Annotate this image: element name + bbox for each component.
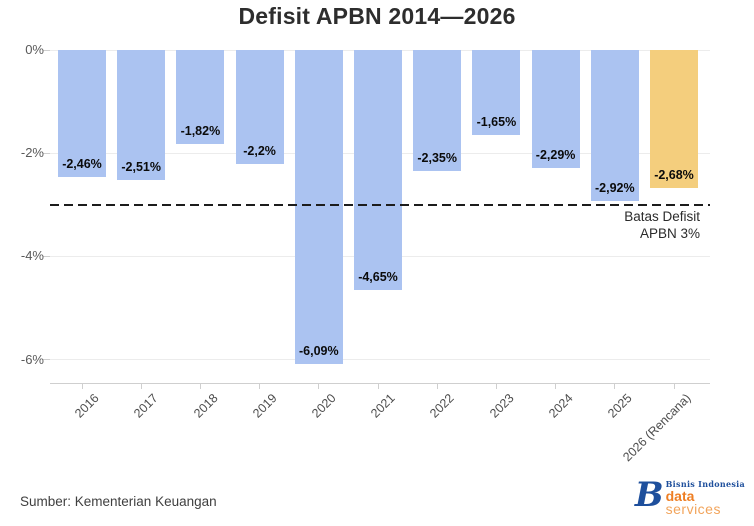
bar-value-label: -2,35% — [417, 151, 457, 166]
y-axis-tick — [43, 359, 50, 361]
x-axis-label: 2020 — [309, 391, 339, 421]
deficit-bar[interactable] — [354, 50, 402, 290]
x-axis-line — [50, 383, 710, 384]
deficit-bar[interactable] — [117, 50, 166, 180]
x-axis-tick — [81, 383, 83, 389]
x-axis-tick — [436, 383, 438, 389]
brand-monogram-icon: B — [634, 475, 664, 515]
chart-title: Defisit APBN 2014—2026 — [238, 3, 516, 29]
brand-name: Bisnis Indonesia — [665, 479, 745, 489]
y-gridline — [50, 359, 710, 361]
deficit-bar[interactable] — [294, 50, 343, 365]
x-axis-tick — [673, 383, 675, 389]
deficit-bar[interactable] — [176, 50, 225, 144]
x-axis-tick — [614, 383, 616, 389]
x-axis-tick — [259, 383, 261, 389]
deficit-bar[interactable] — [472, 50, 521, 136]
y-axis-tick — [43, 49, 50, 51]
bar-value-label: -2,46% — [62, 156, 102, 171]
deficit-bar[interactable] — [650, 50, 698, 189]
x-axis-tick — [555, 383, 557, 389]
bar-value-label: -2,2% — [243, 143, 276, 158]
deficit-bar[interactable] — [590, 50, 639, 201]
x-axis-tick — [140, 383, 142, 389]
x-axis-label: 2025 — [605, 391, 635, 421]
x-axis-label: 2023 — [486, 391, 517, 421]
x-axis-tick — [199, 383, 201, 389]
deficit-limit-label: Batas Defisit APBN 3% — [624, 208, 700, 242]
bar-value-label: -2,51% — [121, 159, 161, 174]
deficit-limit-label-line1: Batas Defisit — [624, 209, 700, 224]
bar-value-label: -2,68% — [654, 168, 694, 183]
x-axis-label: 2018 — [190, 391, 221, 421]
deficit-bar[interactable] — [413, 50, 462, 172]
bar-value-label: -6,09% — [298, 344, 339, 359]
bar-value-label: -4,65% — [358, 269, 398, 284]
y-axis-label: -4% — [20, 248, 44, 264]
y-axis-tick — [43, 255, 50, 257]
x-axis-label: 2021 — [368, 391, 398, 421]
y-axis-label: -6% — [20, 351, 44, 367]
deficit-limit-label-line2: APBN 3% — [639, 226, 700, 241]
deficit-bar[interactable] — [58, 50, 106, 177]
x-axis-tick — [495, 383, 497, 389]
brand-services-label: services — [665, 501, 721, 517]
brand-data-label: data — [665, 488, 695, 504]
bar-value-label: -1,82% — [180, 123, 221, 138]
deficit-limit-line — [50, 203, 710, 206]
bar-value-label: -2,29% — [535, 148, 576, 163]
brand-logo: B Bisnis Indonesia data services — [635, 477, 745, 516]
source-note: Sumber: Kementerian Keuangan — [20, 494, 217, 509]
x-axis-label: 2019 — [249, 391, 280, 421]
x-axis-label: 2016 — [72, 391, 102, 421]
x-axis-label: 2024 — [545, 391, 576, 421]
bar-value-label: -2,92% — [594, 180, 635, 195]
y-axis-tick — [43, 152, 50, 154]
x-axis-label: 2017 — [131, 391, 162, 421]
bar-value-label: -1,65% — [476, 115, 517, 130]
deficit-bar[interactable] — [235, 50, 284, 164]
x-axis-tick — [318, 383, 320, 389]
x-axis-tick — [377, 383, 379, 389]
y-axis-label: 0% — [25, 42, 44, 57]
x-axis-label: 2022 — [427, 391, 458, 421]
deficit-bar[interactable] — [531, 50, 580, 169]
y-axis-label: -2% — [20, 145, 44, 161]
